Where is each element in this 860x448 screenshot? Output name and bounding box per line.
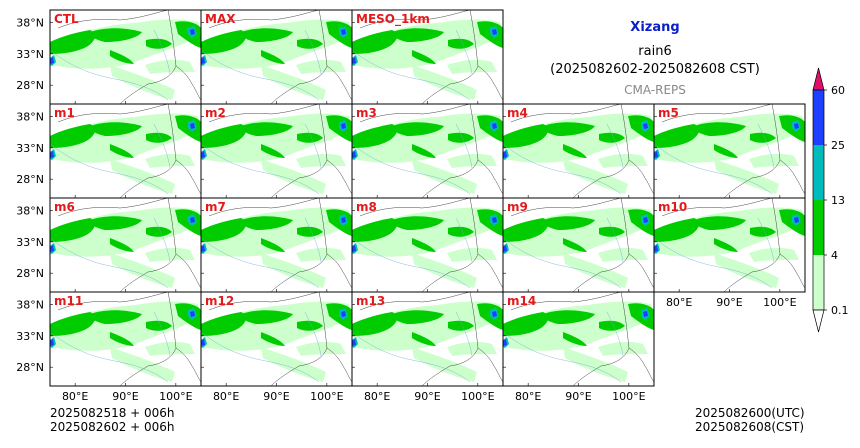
map-panel-m10: m10 [653, 197, 806, 293]
panel-label: MAX [205, 12, 236, 26]
panel-label: m7 [205, 200, 226, 214]
lat-label: 38°N [16, 299, 44, 312]
lat-label: 33°N [16, 48, 44, 61]
panel-label: m2 [205, 106, 226, 120]
lon-label: 90°E [112, 390, 138, 403]
lon-label: 100°E [310, 390, 343, 403]
map-panel-m12: m12 [200, 291, 353, 387]
init-line-1: 2025082518 + 006h [50, 406, 175, 420]
colorbar-level-label: 0.1 [831, 304, 849, 317]
lon-label: 100°E [763, 296, 796, 309]
title-period: (2025082602-2025082608 CST) [550, 62, 760, 77]
title-source: CMA-REPS [624, 83, 686, 97]
lon-label: 100°E [461, 390, 494, 403]
colorbar-level-label: 4 [831, 249, 838, 262]
map-panel-m11: m11 [49, 291, 202, 387]
panel-label: m8 [356, 200, 377, 214]
colorbar-segment [813, 145, 824, 200]
lon-label: 80°E [213, 390, 239, 403]
lat-label: 33°N [16, 236, 44, 249]
map-panel-m4: m4 [502, 103, 655, 199]
lat-label: 28°N [16, 267, 44, 280]
map-panel-m1: m1 [49, 103, 202, 199]
map-panel-ctl: CTL [49, 9, 202, 105]
map-panel-m5: m5 [653, 103, 806, 199]
map-panel-m3: m3 [351, 103, 504, 199]
lat-label: 28°N [16, 361, 44, 374]
map-panel-m14: m14 [502, 291, 655, 387]
panel-label: m13 [356, 294, 385, 308]
panel-label: CTL [54, 12, 79, 26]
panel-label: m1 [54, 106, 75, 120]
panel-label: m5 [658, 106, 679, 120]
lon-label: 100°E [612, 390, 645, 403]
colorbar-segment [813, 90, 824, 145]
valid-utc: 2025082600(UTC) [695, 406, 805, 420]
latitude-axis-labels: 28°N 33°N 38°N 28°N 33°N 38°N 28°N 33°N 38°N 28°N… [16, 17, 44, 375]
map-panel-m8: m8 [351, 197, 504, 293]
colorbar-under-triangle [812, 309, 825, 333]
colorbar-level-label: 25 [831, 139, 845, 152]
map-panel-m6: m6 [49, 197, 202, 293]
title-region: Xizang [630, 20, 680, 35]
valid-cst: 2025082608(CST) [695, 420, 805, 434]
lon-label: 80°E [666, 296, 692, 309]
panel-label: m11 [54, 294, 83, 308]
lon-label: 90°E [263, 390, 289, 403]
panel-label: m12 [205, 294, 234, 308]
colorbar-segment [813, 255, 824, 310]
init-line-2: 2025082602 + 006h [50, 420, 175, 434]
panel-label: m3 [356, 106, 377, 120]
panel-label: MESO_1km [356, 12, 430, 27]
lat-label: 38°N [16, 205, 44, 218]
map-panel-m9: m9 [502, 197, 655, 293]
lon-label: 80°E [62, 390, 88, 403]
longitude-axis-labels: 80°E 90°E 100°E 80°E 90°E 100°E 80°E 90°E 100°E 8… [62, 296, 797, 403]
colorbar-segment [813, 200, 824, 255]
lon-label: 80°E [515, 390, 541, 403]
map-panel-max: MAX [200, 9, 353, 105]
valid-time-block: 2025082600(UTC) 2025082608(CST) [695, 406, 805, 434]
map-panel-meso_1km: MESO_1km [351, 9, 504, 105]
lon-label: 90°E [414, 390, 440, 403]
map-panel-m7: m7 [200, 197, 353, 293]
panel-label: m6 [54, 200, 75, 214]
panel-label: m14 [507, 294, 536, 308]
panel-label: m10 [658, 200, 687, 214]
map-panel-m13: m13 [351, 291, 504, 387]
lat-label: 33°N [16, 330, 44, 343]
colorbar-over-triangle [812, 67, 825, 91]
colorbar-level-label: 13 [831, 194, 845, 207]
panel-label: m9 [507, 200, 528, 214]
lon-label: 100°E [159, 390, 192, 403]
colorbar-level-label: 60 [831, 84, 845, 97]
lat-label: 28°N [16, 79, 44, 92]
colorbar: 0.1 4 13 25 60 [812, 67, 849, 333]
lat-label: 28°N [16, 173, 44, 186]
lon-label: 90°E [565, 390, 591, 403]
lat-label: 38°N [16, 111, 44, 124]
lon-label: 90°E [716, 296, 742, 309]
title-variable: rain6 [638, 44, 672, 59]
init-time-block: 2025082518 + 006h 2025082602 + 006h [50, 406, 175, 434]
lon-label: 80°E [364, 390, 390, 403]
panel-label: m4 [507, 106, 528, 120]
panel-grid: CTL MAX MESO_1km m1 m2 m3 m4 m5 m6 m7 m8 m9 m10 m11 m1… [49, 9, 806, 387]
lat-label: 33°N [16, 142, 44, 155]
lat-label: 38°N [16, 17, 44, 30]
map-panel-m2: m2 [200, 103, 353, 199]
